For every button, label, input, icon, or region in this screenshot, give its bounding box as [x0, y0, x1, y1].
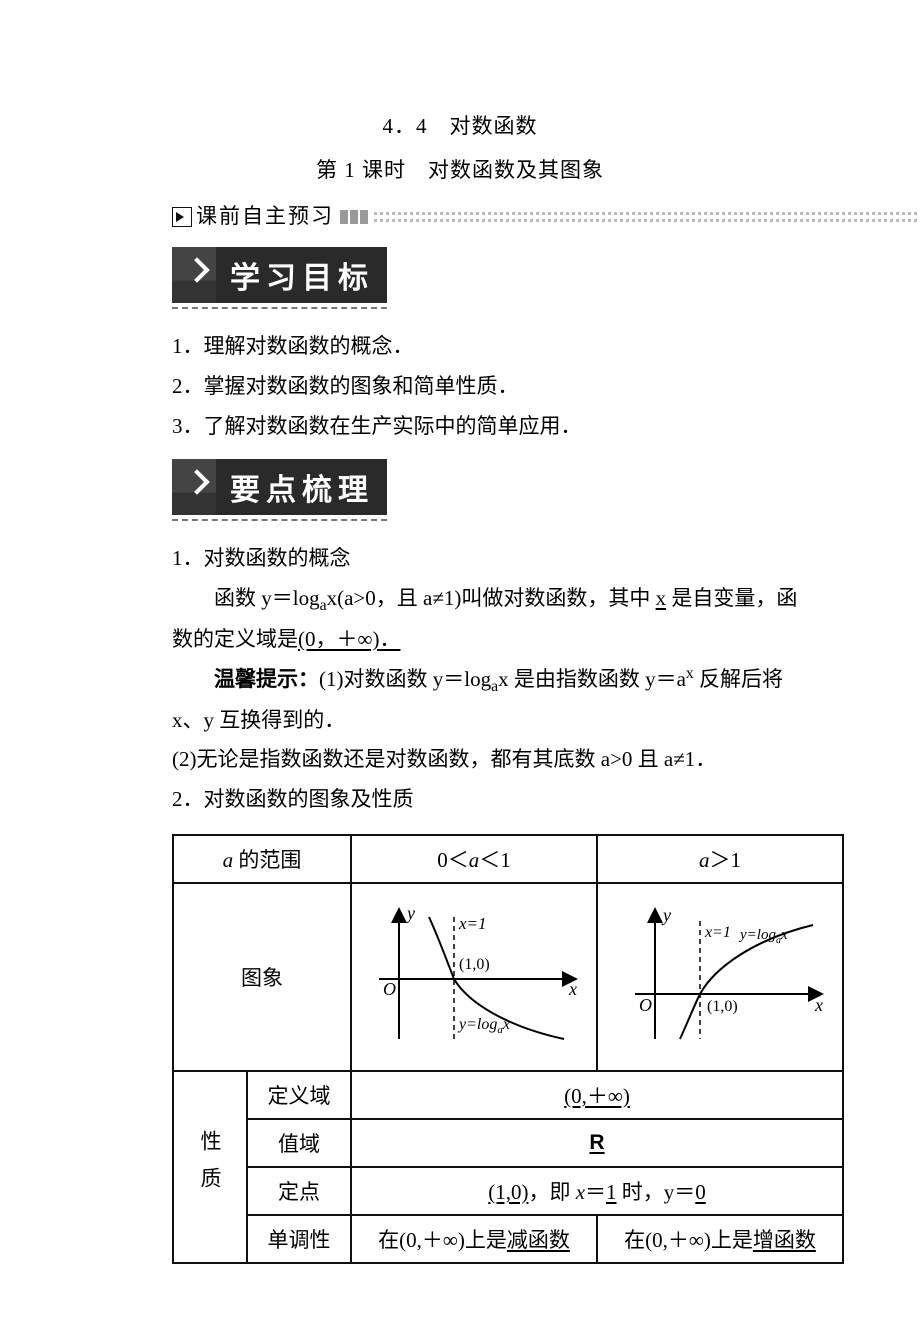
row-range-value: R	[351, 1119, 843, 1167]
pre-study-label: 课前自主预习	[192, 206, 340, 227]
origin-label: O	[383, 979, 396, 999]
row-mono-inc: 在(0,＋∞)上是增函数	[597, 1215, 843, 1263]
kp-tip1-frag-1: (1)对数函数 y＝log	[319, 667, 491, 691]
kp-definition: 函数 y＝logax(a>0，且 a≠1)叫做对数函数，其中 x 是自变量，函数…	[172, 579, 800, 659]
kp-tip1-frag-2: x 是由指数函数 y＝a	[498, 667, 686, 691]
chevron-right-icon	[172, 459, 216, 515]
asymptote-label: x=1	[704, 924, 731, 941]
axis-x-label: x	[814, 995, 823, 1015]
kp-def-underline-domain: (0，＋∞)．	[298, 627, 400, 651]
side-properties-label: 性质	[173, 1071, 247, 1263]
goal-item-1: 1．理解对数函数的概念．	[172, 327, 840, 367]
goal-item-2: 2．掌握对数函数的图象和简单性质．	[172, 367, 840, 407]
point-label: (1,0)	[707, 998, 738, 1015]
keypoints-header-text: 要点梳理	[216, 459, 387, 515]
chevron-right-icon	[172, 247, 216, 303]
kp-heading-2: 2．对数函数的图象及性质	[172, 780, 840, 820]
decor-line	[374, 212, 920, 222]
goal-item-3: 3．了解对数函数在生产实际中的简单应用．	[172, 407, 840, 447]
goals-header: 学习目标	[172, 247, 387, 303]
row-fixed-value: (1,0)，即 x＝1 时，y＝0	[351, 1167, 843, 1215]
kp-tip-1: 温馨提示：(1)对数函数 y＝logax 是由指数函数 y＝ax 反解后将 x、…	[172, 659, 800, 740]
section-number-title: 4．4 对数函数	[80, 110, 840, 140]
keypoints-header-wrap: 要点梳理	[172, 459, 387, 521]
fn-label: y=logax	[457, 1016, 510, 1036]
kp-def-frag-2: x(a>0，且 a≠1)叫做对数函数，其中	[327, 586, 656, 610]
goals-header-text: 学习目标	[216, 247, 387, 303]
axis-y-label: y	[405, 903, 415, 923]
log-graph-increasing: y x O x=1 y=logax (1,0)	[605, 899, 835, 1049]
origin-label: O	[639, 995, 652, 1015]
th-a-lt-1: 0＜a＜1	[351, 835, 597, 883]
pre-study-banner: 课前自主预习	[172, 206, 840, 227]
axis-y-label: y	[661, 905, 671, 925]
row-mono-dec: 在(0,＋∞)上是减函数	[351, 1215, 597, 1263]
decor-blocks-icon	[340, 210, 368, 224]
graph-dec-cell: y x O x=1 (1,0) y=logax	[351, 883, 597, 1071]
axis-x-label: x	[568, 979, 577, 999]
log-graph-decreasing: y x O x=1 (1,0) y=logax	[359, 899, 589, 1049]
kp-def-frag-1: 函数 y＝log	[214, 586, 320, 610]
row-domain-value: (0,＋∞)	[351, 1071, 843, 1119]
th-graph: 图象	[173, 883, 351, 1071]
graph-inc-cell: y x O x=1 y=logax (1,0)	[597, 883, 843, 1071]
row-mono-label: 单调性	[247, 1215, 351, 1263]
lesson-title: 第 1 课时 对数函数及其图象	[80, 154, 840, 184]
arrow-box-icon	[172, 207, 192, 227]
row-range-label: 值域	[247, 1119, 351, 1167]
kp-tip1-sup-x: x	[686, 665, 694, 682]
properties-table-wrap: a a 的范围的范围 0＜a＜1 a＞1 图象	[172, 834, 844, 1264]
kp-def-underline-x: x	[656, 586, 667, 610]
goals-header-wrap: 学习目标	[172, 247, 387, 309]
th-a-gt-1: a＞1	[597, 835, 843, 883]
row-fixed-label: 定点	[247, 1167, 351, 1215]
properties-table: a a 的范围的范围 0＜a＜1 a＞1 图象	[172, 834, 844, 1264]
kp-heading-1: 1．对数函数的概念	[172, 539, 840, 579]
th-a-range: a a 的范围的范围	[173, 835, 351, 883]
document-page: 4．4 对数函数 第 1 课时 对数函数及其图象 课前自主预习 学习目标 1．理…	[0, 0, 920, 1324]
asymptote-label: x=1	[458, 914, 487, 933]
row-domain-label: 定义域	[247, 1071, 351, 1119]
kp-tip-2: (2)无论是指数函数还是对数函数，都有其底数 a>0 且 a≠1．	[172, 740, 840, 780]
keypoints-header: 要点梳理	[172, 459, 387, 515]
kp-tip-label: 温馨提示：	[214, 668, 319, 691]
kp-def-sub-a: a	[320, 597, 327, 614]
point-label: (1,0)	[459, 956, 490, 973]
